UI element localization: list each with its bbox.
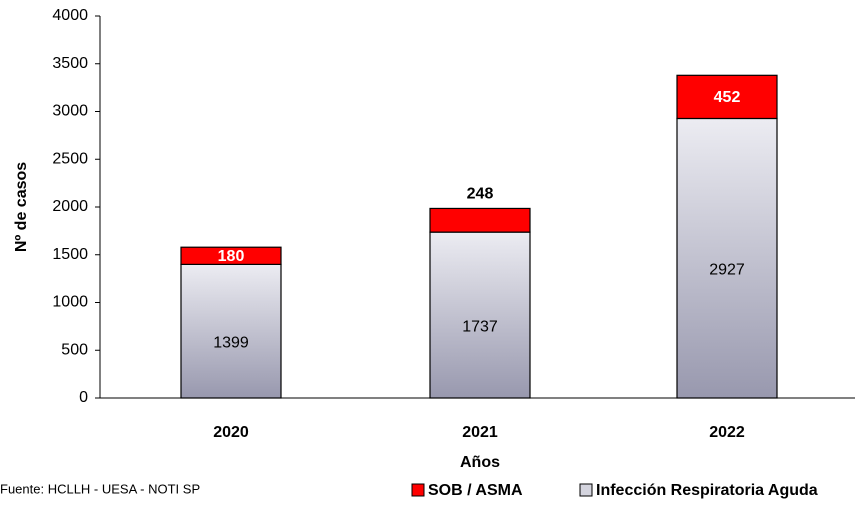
legend-swatch [411, 483, 425, 497]
y-axis-title: Nº de casos [13, 162, 30, 252]
bar-segment [180, 263, 282, 399]
bar-segment [676, 117, 778, 399]
bar-segment [429, 231, 531, 399]
y-tick-label: 2500 [52, 150, 88, 167]
y-tick-label: 4000 [52, 7, 88, 24]
bar-segment [676, 74, 778, 120]
bar-segment [180, 246, 282, 265]
data-label: 248 [467, 186, 494, 203]
y-tick-label: 3500 [52, 55, 88, 72]
y-tick-label: 2000 [52, 198, 88, 215]
data-label: 2927 [709, 261, 745, 278]
y-tick-label: 500 [61, 341, 88, 358]
data-label: 452 [714, 89, 741, 106]
source: Fuente: HCLLH - UESA - NOTI SP [0, 481, 200, 496]
data-label: 1399 [213, 334, 249, 351]
x-tick-label: 2020 [213, 424, 249, 441]
y-tick-label: 1500 [52, 246, 88, 263]
bar-segment [429, 207, 531, 233]
y-tick-label: 3000 [52, 103, 88, 120]
y-tick-label: 0 [79, 389, 88, 406]
legend-label: Infección Respiratoria Aguda [596, 482, 818, 499]
data-label: 1737 [462, 318, 498, 335]
x-tick-label: 2022 [709, 424, 745, 441]
x-axis-title: Años [460, 454, 500, 471]
legend-swatch [579, 483, 593, 497]
x-tick-label: 2021 [462, 424, 498, 441]
legend-label: SOB / ASMA [428, 482, 523, 499]
data-label: 180 [218, 248, 245, 265]
y-tick-label: 1000 [52, 294, 88, 311]
